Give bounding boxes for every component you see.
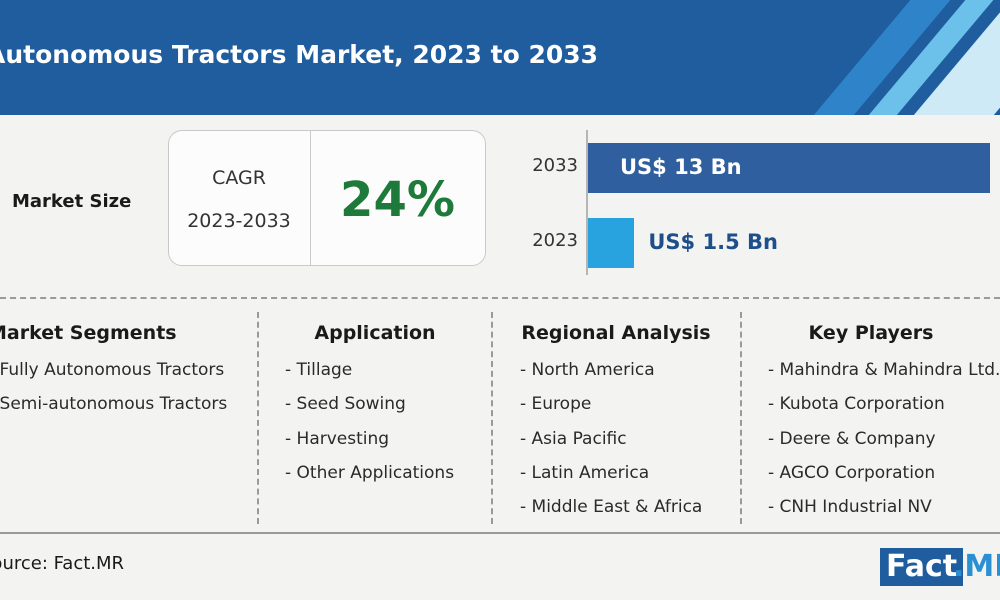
column-title: Key Players: [808, 322, 934, 344]
list-item: - Harvesting: [285, 428, 390, 449]
axis-line: [586, 130, 588, 275]
year-label: 2033: [532, 155, 578, 176]
list-item: - Fully Autonomous Tractors: [0, 360, 225, 380]
column-title: Application: [314, 322, 436, 344]
divider: [310, 131, 311, 265]
bar: [588, 143, 990, 193]
list-item: - CNH Industrial NV: [768, 497, 932, 518]
cagr-value: 24%: [340, 172, 455, 228]
list-item: - Tillage: [285, 360, 353, 380]
separator: [257, 312, 259, 524]
cagr-period: 2023-2033: [187, 210, 291, 232]
bar-label: US$ 1.5 Bn: [648, 230, 778, 254]
logo-suffix: .MR: [953, 549, 1000, 584]
cagr-label: CAGR: [212, 167, 266, 189]
list-item: - AGCO Corporation: [768, 462, 936, 483]
list-item: - Semi-autonomous Tractors: [0, 394, 228, 415]
source: Source: Fact.MR: [0, 553, 125, 574]
title: Autonomous Tractors Market, 2023 to 2033: [0, 40, 599, 69]
list-item: - Middle East & Africa: [520, 497, 703, 518]
bar-label: US$ 13 Bn: [620, 155, 742, 179]
separator: [740, 312, 742, 524]
list-item: - Europe: [520, 394, 592, 415]
column-title: Market Segments: [0, 322, 177, 344]
logo-main: Fact: [880, 548, 964, 586]
list-item: - North America: [520, 360, 655, 380]
year-label: 2023: [532, 230, 578, 251]
market-size-label: Market Size: [12, 191, 132, 212]
separator: [0, 532, 1000, 534]
cagr-box: [168, 130, 486, 266]
bar: [588, 218, 635, 268]
list-item: - Latin America: [520, 462, 650, 483]
list-item: - Mahindra & Mahindra Ltd.: [768, 360, 1000, 380]
list-item: - Seed Sowing: [285, 394, 406, 415]
list-item: - Asia Pacific: [520, 428, 627, 449]
list-item: - Kubota Corporation: [768, 394, 945, 415]
column-title: Regional Analysis: [521, 322, 711, 344]
list-item: - Deere & Company: [768, 428, 936, 449]
list-item: - Other Applications: [285, 462, 455, 483]
header-band: Autonomous Tractors Market, 2023 to 2033: [0, 0, 1000, 115]
separator: [491, 312, 493, 524]
separator: [0, 297, 1000, 299]
